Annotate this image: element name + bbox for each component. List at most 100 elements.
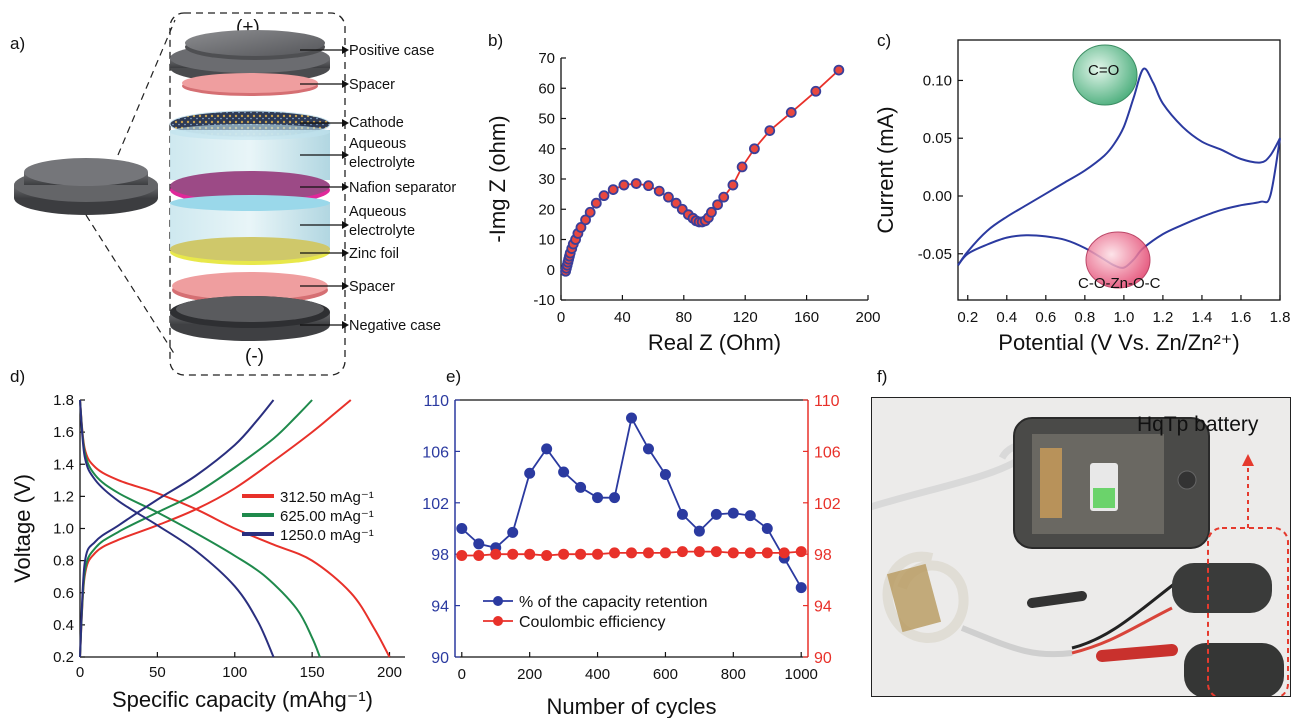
b-x-tick-label: 120: [733, 309, 758, 326]
e-series-1-point: [558, 548, 570, 560]
panel-f-letter: f): [877, 367, 887, 386]
e-left-tick-label: 98: [431, 547, 449, 564]
d-x-tick-label: 100: [222, 664, 247, 681]
b-series-line: [564, 69, 840, 272]
d-legend-label-2: 1250.0 mAg⁻¹: [280, 527, 374, 544]
b-x-tick-label: 160: [794, 309, 819, 326]
d-series-1-discharge: [79, 399, 321, 658]
battery-holder-top: [1172, 563, 1272, 613]
arrowhead-negative-case: [342, 321, 349, 329]
coin-cell-icon: [14, 158, 158, 215]
c-x-tick-label: 0.2: [957, 309, 978, 326]
e-series-0-line: [461, 415, 802, 589]
co-bubble: [1072, 44, 1138, 106]
d-x-tick-label: 200: [377, 664, 402, 681]
panel-b-letter: b): [488, 31, 503, 50]
arrowhead-cathode: [342, 119, 349, 127]
label-electrolyte-lower-line1: Aqueous: [349, 204, 406, 220]
black-clip: [1027, 591, 1087, 608]
e-left-tick-label: 90: [431, 650, 449, 667]
b-data-point: [736, 161, 748, 173]
e-x-tick-label: 0: [458, 666, 466, 683]
arrowhead-spacer-top: [342, 80, 349, 88]
c-y-tick-label: -0.05: [918, 246, 952, 263]
e-series-0-point: [642, 443, 654, 455]
e-series-1-point: [727, 547, 739, 559]
battery-highlight-box: [1207, 527, 1289, 696]
b-y-tick-label: 40: [538, 141, 555, 158]
b-data-point: [749, 143, 760, 155]
b-data-point: [764, 125, 776, 137]
d-series-1-charge: [79, 399, 313, 658]
b-y-tick-label: 50: [538, 111, 555, 128]
e-series-0-point: [592, 492, 604, 504]
photo-label: HqTp battery: [1137, 413, 1259, 436]
phone-home-button: [1177, 470, 1197, 490]
e-legend-label-0: % of the capacity retention: [519, 594, 708, 611]
c-x-tick-label: 1.6: [1231, 309, 1252, 326]
b-data-point: [785, 107, 797, 118]
e-left-tick-label: 102: [422, 496, 449, 513]
e-x-tick-label: 800: [721, 666, 746, 683]
d-x-tick-label: 150: [300, 664, 325, 681]
tape-wrap: [886, 563, 942, 633]
e-left-tick-label: 110: [423, 393, 449, 410]
c-annotation-co: C=O: [1088, 62, 1119, 79]
b-data-point: [718, 191, 730, 203]
b-data-point: [598, 190, 610, 202]
chart-d-gcd: 0 50 100 150 200 0.2 0.4 0.6 0.8 1.0 1.2 1.4 1.6 1.8 S…: [10, 392, 405, 712]
battery-holder-bottom: [1184, 643, 1284, 696]
e-series-1-point: [693, 546, 705, 558]
b-data-point: [575, 221, 587, 233]
label-cathode: Cathode: [349, 115, 404, 131]
phone: [1013, 417, 1210, 549]
label-electrolyte-lower: Aqueous electrolyte: [349, 204, 415, 239]
e-series-0-point: [456, 523, 468, 534]
b-y-tick-label: 0: [547, 262, 555, 279]
c-y-tick-label: 0.05: [923, 130, 952, 147]
d-legend-label-1: 625.00 mAg⁻¹: [280, 508, 374, 525]
d-y-tick-label: 1.2: [53, 488, 74, 505]
battery-charge-fill: [1093, 488, 1115, 508]
battery-pointer-arrow: [1242, 454, 1254, 466]
exploded-view-box: [169, 12, 346, 376]
b-x-axis-title: Real Z (Ohm): [648, 330, 781, 355]
e-series-0-point: [575, 481, 587, 493]
c-y-axis-title: Current (mA): [873, 106, 898, 233]
arrowhead-electrolyte-lower: [342, 221, 349, 229]
e-left-tick-label: 106: [422, 444, 449, 461]
red-clip: [1096, 644, 1178, 662]
black-wire: [1071, 576, 1183, 650]
e-legend-marker-1: [493, 616, 503, 626]
panel-c-letter: c): [877, 31, 891, 50]
e-series-1-point: [456, 549, 468, 561]
d-y-tick-label: 0.6: [53, 585, 74, 602]
d-x-tick-label: 50: [149, 664, 166, 681]
d-y-tick-label: 0.2: [53, 649, 74, 666]
e-series-0-point: [473, 538, 485, 550]
b-data-point: [584, 206, 596, 218]
e-series-0-point: [558, 466, 570, 478]
label-electrolyte-upper-line1: Aqueous: [349, 136, 406, 152]
b-x-tick-label: 200: [855, 309, 880, 326]
label-zinc-foil: Zinc foil: [349, 246, 399, 262]
c-x-tick-label: 0.4: [996, 309, 1017, 326]
e-series-0-point: [795, 582, 807, 594]
e-series-0-point: [676, 508, 688, 520]
e-series-1-point: [609, 547, 621, 559]
battery-photo: HqTp battery: [871, 397, 1291, 697]
e-series-0-point: [659, 469, 671, 481]
b-data-point: [630, 178, 642, 189]
d-legend-label-0: 312.50 mAg⁻¹: [280, 489, 374, 506]
zoom-line-bottom: [85, 214, 176, 356]
b-data-point: [580, 214, 591, 226]
e-series-1-point: [778, 547, 790, 559]
e-right-tick-label: 98: [814, 547, 832, 564]
panel-a-schematic: a) (+) (-): [10, 12, 456, 376]
arrowhead-nafion: [342, 183, 349, 191]
b-y-tick-label: 20: [538, 201, 555, 218]
d-series-2-charge: [79, 399, 275, 658]
